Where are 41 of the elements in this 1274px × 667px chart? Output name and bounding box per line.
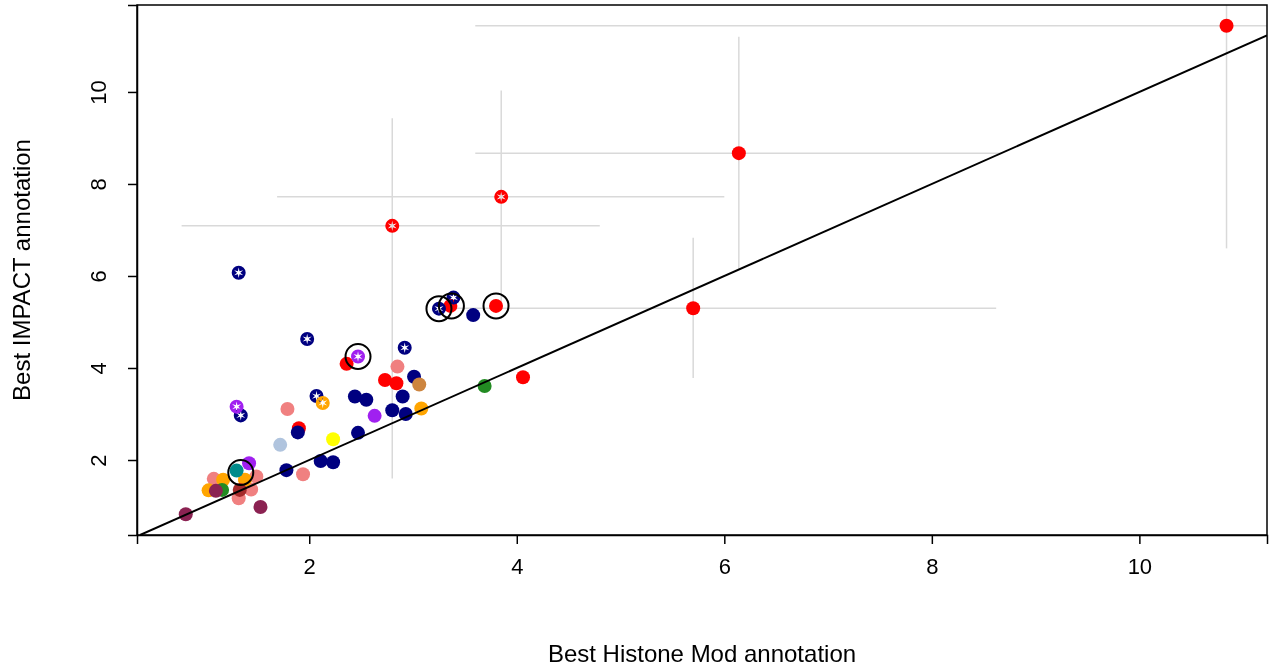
x-tick-label: 10: [1127, 553, 1153, 579]
point: [385, 403, 400, 418]
point: [466, 308, 481, 323]
y-tick-label: 6: [86, 270, 111, 283]
point: [390, 359, 405, 374]
point: [378, 372, 392, 387]
y-tick-label: 8: [86, 178, 111, 191]
point: [280, 401, 295, 416]
point: [395, 389, 410, 404]
point: [326, 432, 341, 447]
point: [397, 340, 412, 355]
point: [231, 265, 246, 280]
x-tick-label: 4: [511, 553, 524, 579]
point: [290, 425, 305, 440]
point: [686, 301, 701, 316]
point: [296, 467, 311, 482]
y-tick-label: 2: [86, 454, 111, 467]
point: [229, 399, 244, 414]
point: [273, 437, 288, 452]
point: [389, 376, 404, 391]
x-tick-label: 2: [303, 553, 316, 579]
x-tick-label: 6: [718, 553, 731, 579]
point: [253, 499, 268, 514]
point: [412, 377, 427, 392]
y-tick-label: 10: [86, 80, 111, 105]
point: [347, 389, 362, 404]
y-tick-label: 4: [86, 362, 111, 375]
point: [359, 392, 374, 407]
point: [731, 146, 746, 161]
x-axis-title: Best Histone Mod annotation: [547, 640, 857, 667]
point: [326, 455, 341, 470]
point: [494, 189, 509, 204]
point: [300, 332, 315, 346]
point: [367, 408, 382, 423]
point: [1219, 18, 1234, 33]
point: [385, 218, 400, 233]
point: [315, 395, 330, 410]
point: [208, 483, 223, 498]
y-axis-title: Best IMPACT annotation: [8, 139, 35, 401]
x-tick-label: 8: [926, 553, 939, 579]
point: [516, 370, 531, 385]
